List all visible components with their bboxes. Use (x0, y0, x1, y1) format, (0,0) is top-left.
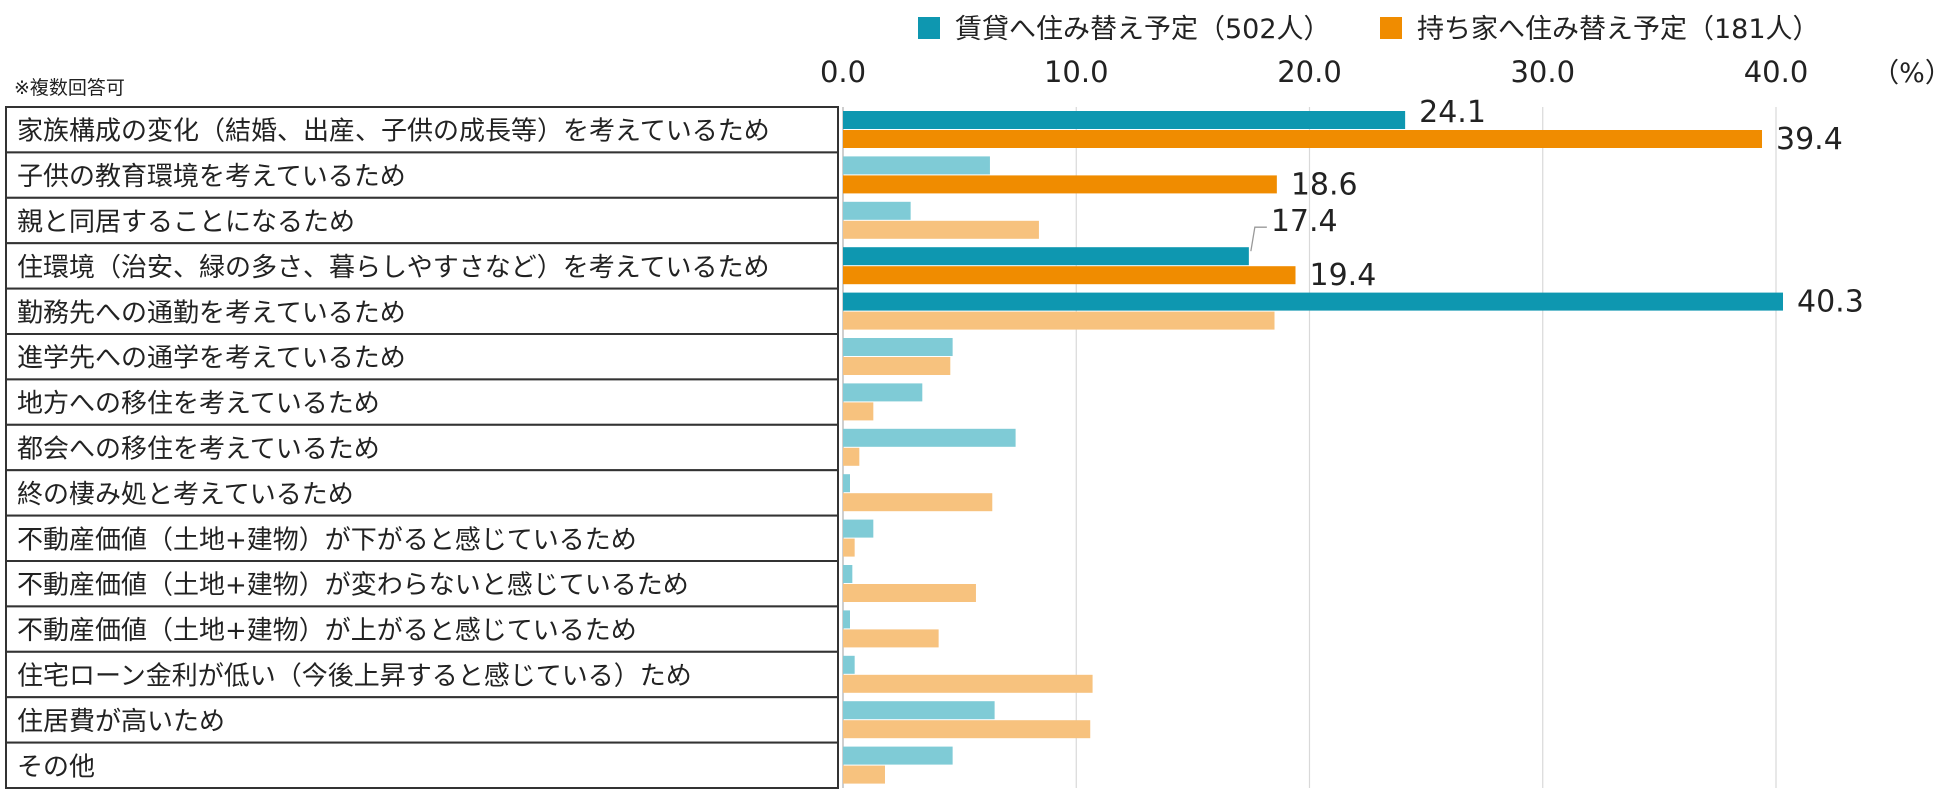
bar-owned (843, 220, 1039, 239)
chart-note: ※複数回答可 (14, 77, 125, 99)
category-cell (5, 741, 839, 789)
category-label: 家族構成の変化（結婚、出産、子供の成長等）を考えているため (17, 117, 770, 147)
bar-owned (843, 357, 951, 375)
bar-owned (843, 175, 1277, 194)
category-cell (5, 242, 839, 290)
bar-rental (843, 292, 1783, 311)
tick-label: 10.0 (1044, 55, 1109, 89)
bar-rental (843, 565, 853, 583)
bar-owned (843, 447, 860, 466)
tick-label: 20.0 (1277, 55, 1342, 89)
legend-swatch (918, 17, 940, 39)
bar-rental (843, 610, 850, 629)
bar-owned (843, 538, 855, 557)
bar-rental (843, 474, 850, 493)
bar-owned (843, 765, 885, 784)
bar-owned (843, 629, 939, 648)
category-label: 住環境（治安、緑の多さ、暮らしやすさなど）を考えているため (17, 253, 769, 283)
bar-owned (843, 493, 993, 512)
legend-label: 持ち家へ住み替え予定（181人） (1417, 14, 1820, 45)
category-cell (5, 196, 839, 245)
bar-rental (843, 247, 1249, 266)
category-cell (5, 605, 839, 653)
data-label: 17.4 (1271, 204, 1338, 239)
bar-owned (843, 402, 874, 421)
bar-owned (843, 266, 1296, 285)
data-label: 39.4 (1776, 122, 1843, 157)
bar-rental (843, 338, 953, 356)
category-label: 不動産価値（土地+建物）が上がると感じているため (17, 616, 637, 646)
category-label: 進学先への通学を考えているため (17, 344, 406, 374)
category-cell (5, 514, 839, 562)
category-label: 都会への移住を考えているため (17, 435, 380, 465)
bar-owned (843, 311, 1275, 330)
category-cell (5, 106, 839, 154)
category-label: 終の棲み処と考えているため (17, 480, 354, 510)
category-label: 親と同居することになるため (17, 208, 355, 238)
category-label: 住居費が高いため (17, 707, 225, 737)
category-cell (5, 696, 839, 744)
legend-label: 賃貸へ住み替え予定（502人） (955, 14, 1331, 45)
data-label: 40.3 (1797, 285, 1864, 320)
bar-rental (843, 655, 855, 674)
bar-rental (843, 111, 1406, 129)
bar-rental (843, 701, 995, 720)
category-cell (5, 469, 839, 517)
category-cell (5, 423, 839, 472)
category-cell (5, 333, 839, 381)
category-label: 地方への移住を考えているため (17, 389, 380, 419)
category-label: 住宅ローン金利が低い（今後上昇すると感じている）ため (17, 662, 692, 692)
category-label: 子供の教育環境を考えているため (17, 162, 406, 192)
bar-rental (843, 519, 874, 538)
data-label: 24.1 (1419, 95, 1486, 130)
data-label: 19.4 (1310, 258, 1377, 293)
tick-label: 40.0 (1744, 55, 1809, 89)
bar-owned (843, 130, 1763, 148)
category-cell (5, 287, 839, 336)
category-label: 勤務先への通勤を考えているため (17, 298, 406, 328)
category-label: 不動産価値（土地+建物）が下がると感じているため (17, 525, 637, 555)
legend-swatch (1380, 17, 1402, 39)
bar-owned (843, 674, 1093, 693)
tick-label: 30.0 (1510, 55, 1575, 89)
bar-rental (843, 156, 990, 175)
unit-label: （%） (1872, 58, 1950, 89)
tick-label: 0.0 (820, 55, 866, 89)
bar-owned (843, 584, 976, 602)
category-label: 不動産価値（土地+建物）が変わらないと感じているため (17, 571, 689, 601)
category-cell (5, 378, 839, 426)
data-label: 18.6 (1291, 167, 1358, 202)
bar-rental (843, 746, 953, 765)
bar-owned (843, 720, 1091, 739)
bar-rental (843, 383, 923, 402)
category-cell (5, 560, 839, 608)
category-label: その他 (17, 752, 95, 782)
bar-rental (843, 201, 911, 220)
bar-rental (843, 428, 1016, 447)
leader-line (1250, 226, 1267, 252)
